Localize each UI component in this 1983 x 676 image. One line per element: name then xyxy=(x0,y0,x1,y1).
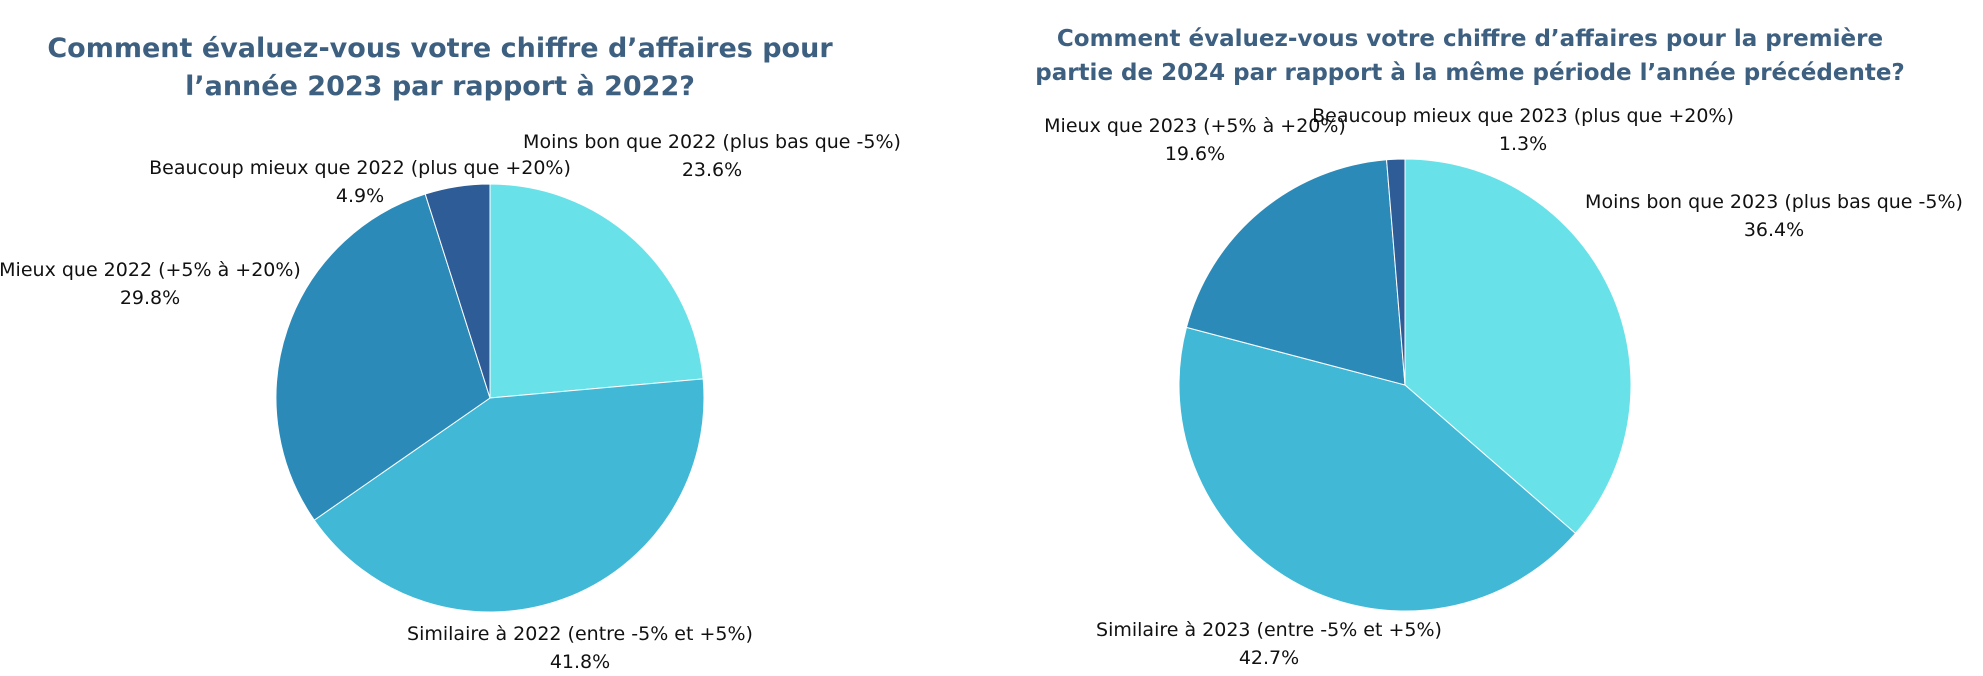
slice-label-beaucoup-mieux: Beaucoup mieux que 2023 (plus que +20%) … xyxy=(1312,105,1734,155)
chart-title: Comment évaluez-vous votre chiffre d’aff… xyxy=(1035,26,1905,86)
pie-slices xyxy=(275,183,705,613)
chart-title: Comment évaluez-vous votre chiffre d’aff… xyxy=(47,33,833,102)
slice-label-moins-bon: Moins bon que 2023 (plus bas que -5%) 36… xyxy=(1585,191,1963,241)
pie-slice-4 xyxy=(1386,158,1406,386)
pie-slice-1 xyxy=(1404,158,1632,535)
slice-label-moins-bon: Moins bon que 2022 (plus bas que -5%) 23… xyxy=(523,131,901,181)
slice-label-similaire: Similaire à 2022 (entre -5% et +5%) 41.8… xyxy=(407,623,753,673)
chart-panel-2024: Comment évaluez-vous votre chiffre d’aff… xyxy=(990,0,1983,676)
pie-chart xyxy=(1178,158,1632,612)
pie-slice-2 xyxy=(1178,326,1577,612)
chart-panel-2023: Comment évaluez-vous votre chiffre d’aff… xyxy=(0,0,990,676)
slice-label-mieux: Mieux que 2022 (+5% à +20%) 29.8% xyxy=(0,259,301,309)
slice-label-beaucoup-mieux: Beaucoup mieux que 2022 (plus que +20%) … xyxy=(149,157,571,207)
pie-slice-3 xyxy=(275,193,491,521)
pie-slice-2 xyxy=(313,378,705,613)
pie-slice-1 xyxy=(489,183,704,399)
pie-slice-4 xyxy=(424,183,491,399)
slice-label-similaire: Similaire à 2023 (entre -5% et +5%) 42.7… xyxy=(1096,619,1442,669)
pie-slices xyxy=(1178,158,1632,612)
slice-label-mieux: Mieux que 2023 (+5% à +20%) 19.6% xyxy=(1044,115,1346,165)
pie-slice-3 xyxy=(1185,159,1406,386)
pie-chart xyxy=(275,183,705,613)
